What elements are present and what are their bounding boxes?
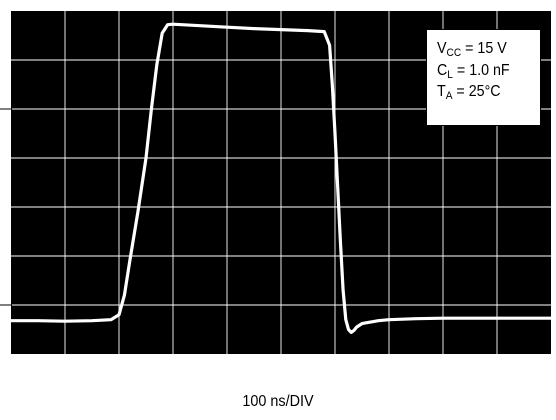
time-base-label: 100 ns/DIV — [242, 393, 314, 410]
legend-ambient-temperature: TA = 25°C — [437, 83, 501, 102]
legend-supply-voltage: VCC = 15 V — [437, 40, 507, 59]
test-conditions-legend: VCC = 15 V CL = 1.0 nF TA = 25°C — [426, 29, 541, 126]
waveform-trace — [9, 22, 553, 334]
edge-tick-marks — [0, 108, 12, 306]
legend-load-capacitance: CL = 1.0 nF — [437, 61, 510, 81]
